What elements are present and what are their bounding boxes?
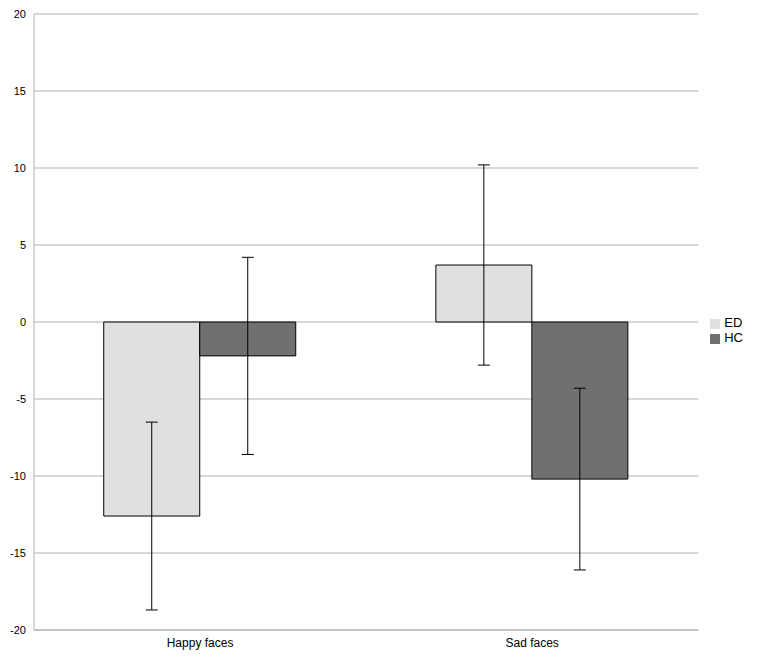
- svg-text:Happy faces: Happy faces: [167, 636, 234, 650]
- svg-text:0: 0: [20, 316, 26, 328]
- svg-text:20: 20: [14, 8, 26, 20]
- svg-text:5: 5: [20, 239, 26, 251]
- svg-text:-15: -15: [10, 547, 26, 559]
- svg-text:Sad faces: Sad faces: [505, 636, 558, 650]
- html-text:ED: ED: [724, 315, 743, 330]
- svg-text:10: 10: [14, 162, 26, 174]
- html-text:HC: HC: [724, 330, 743, 345]
- svg-text:-5: -5: [16, 393, 26, 405]
- svg-text:-20: -20: [10, 624, 26, 636]
- svg-text:-10: -10: [10, 470, 26, 482]
- svg-text:15: 15: [14, 85, 26, 97]
